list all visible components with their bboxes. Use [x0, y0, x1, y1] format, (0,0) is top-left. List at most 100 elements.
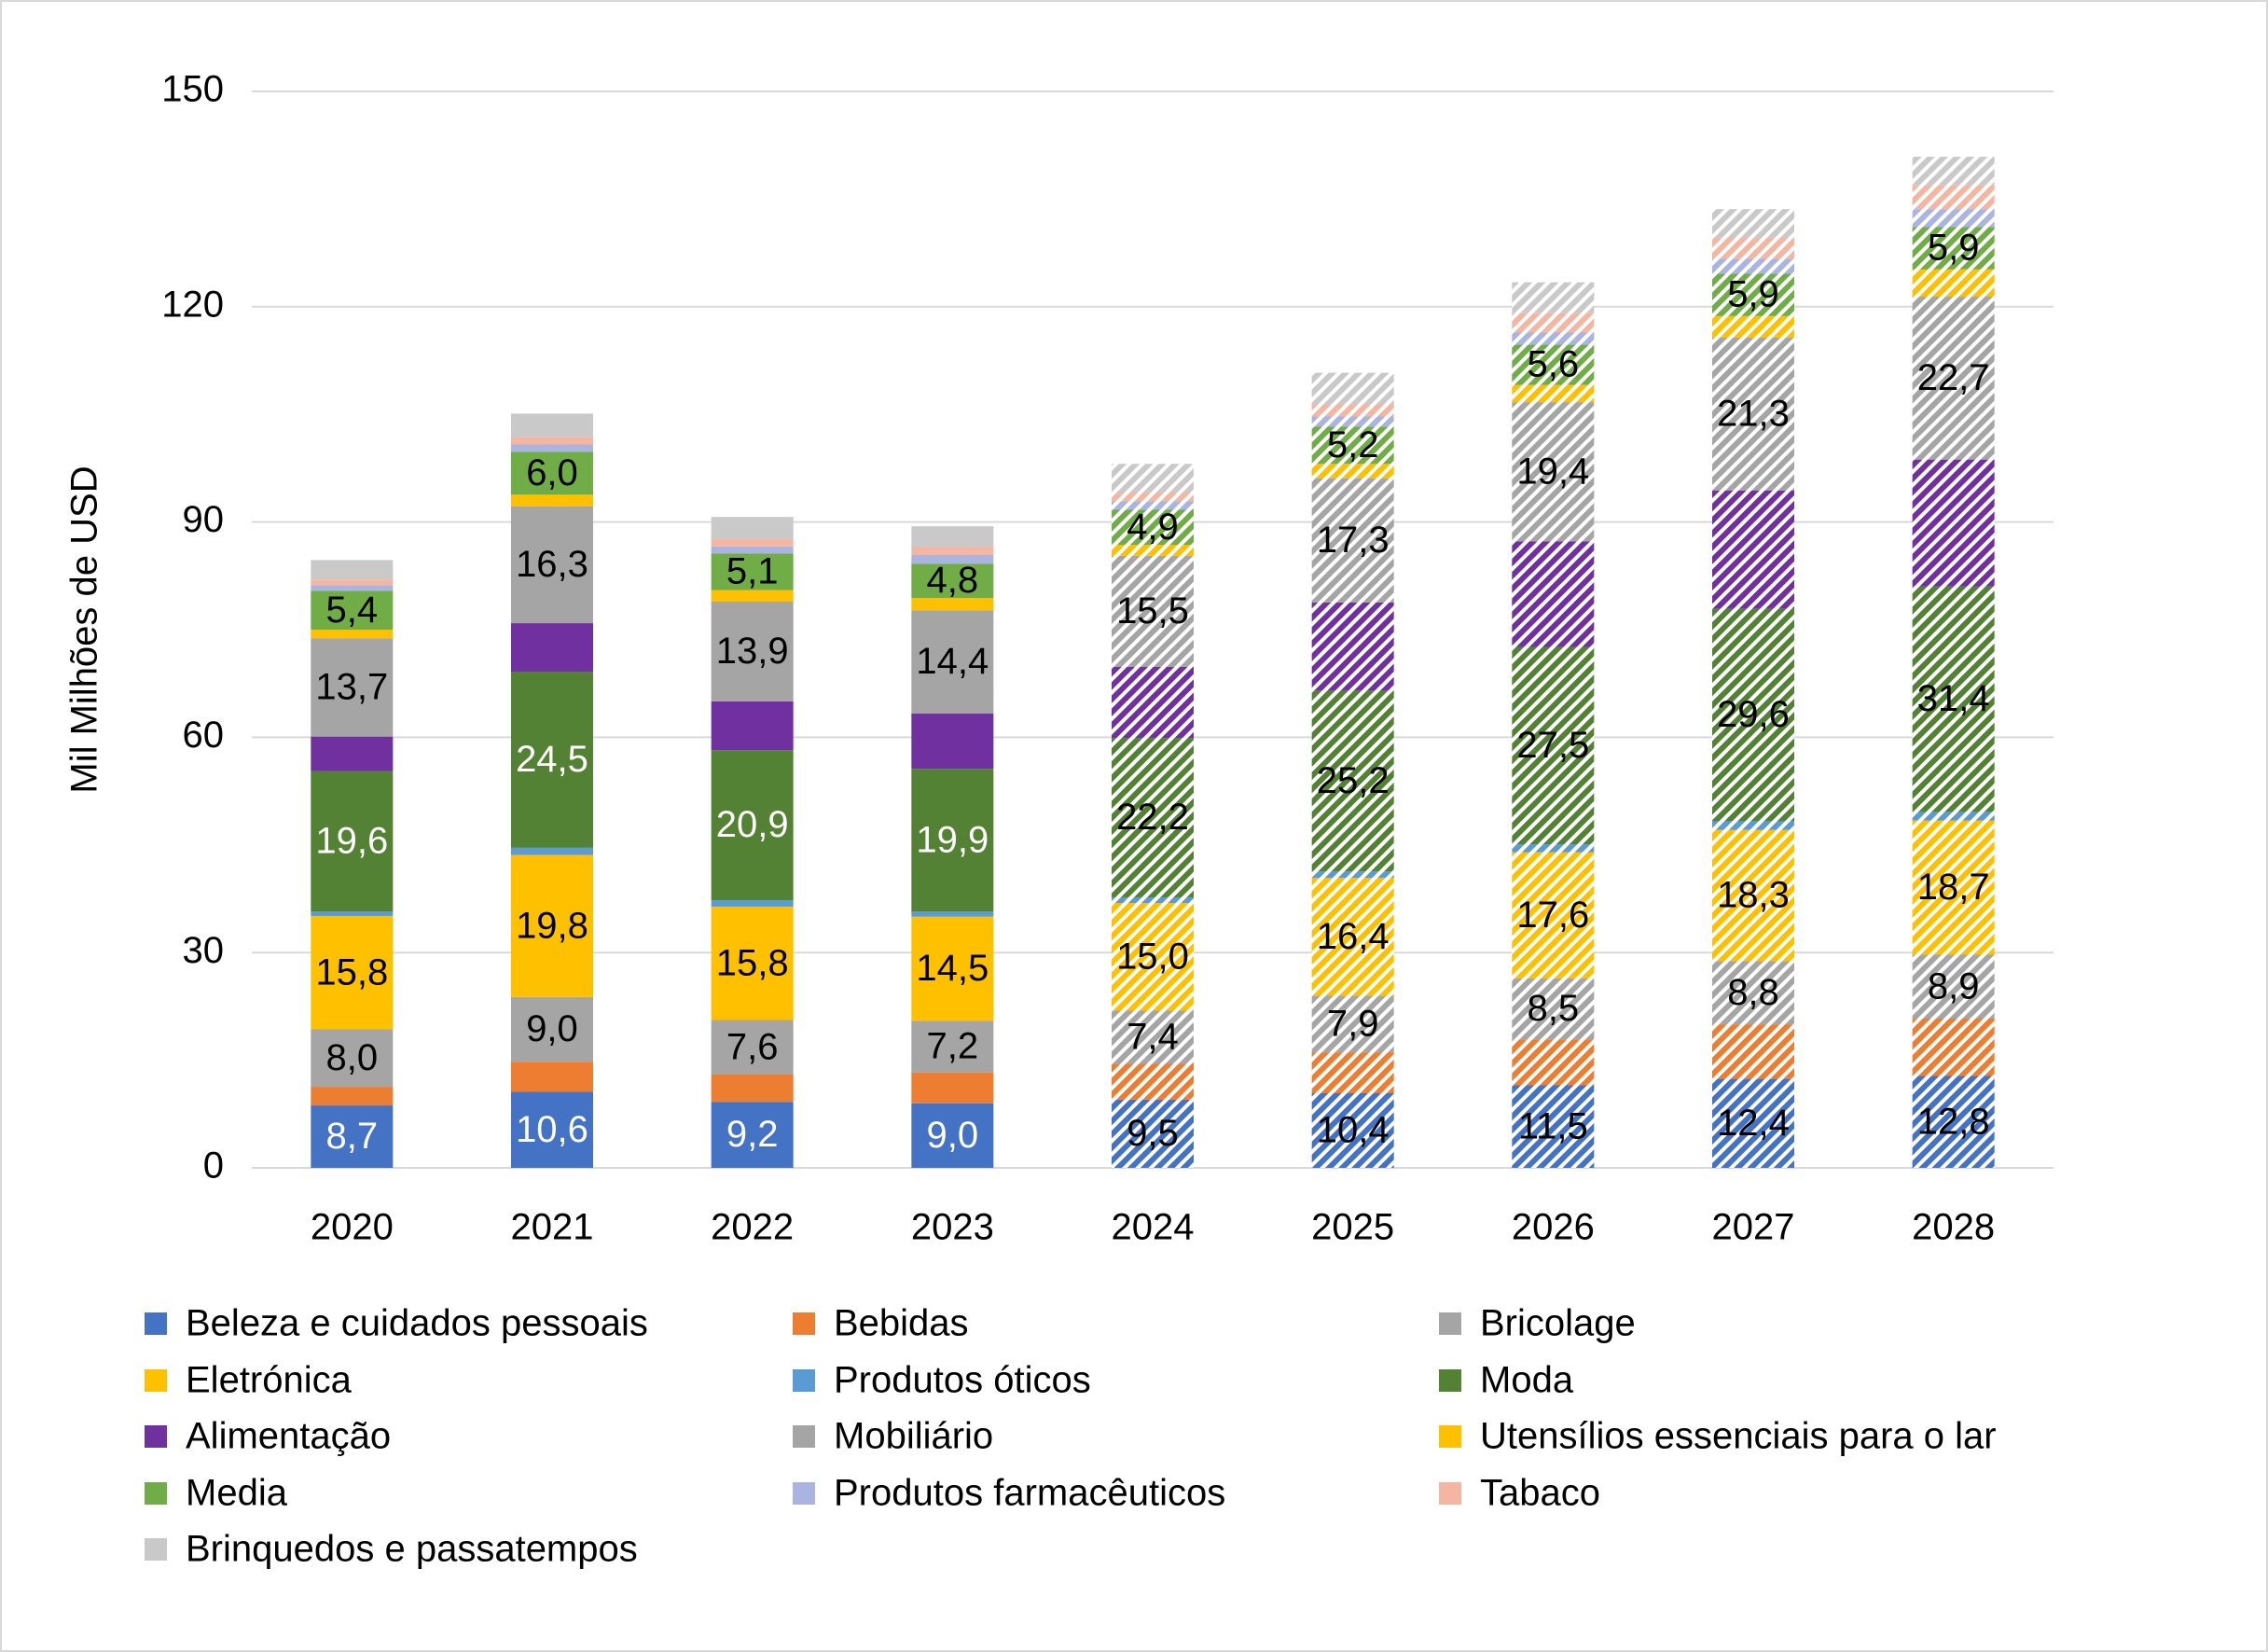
y-tick-label: 60	[183, 715, 225, 756]
bar-segment	[311, 1087, 394, 1106]
bar-segment	[1912, 227, 1995, 270]
bar-segment	[511, 847, 593, 855]
data-label: 14,4	[916, 641, 989, 682]
legend-swatch	[145, 1312, 167, 1335]
bar-segment	[1512, 1085, 1595, 1168]
y-tick-label: 90	[183, 499, 225, 540]
bar-segment	[311, 638, 394, 737]
bar-segment	[1712, 337, 1794, 491]
data-label: 14,5	[916, 948, 989, 989]
data-label: 8,0	[326, 1037, 379, 1078]
y-tick-label: 30	[183, 930, 225, 971]
legend-label: Produtos farmacêuticos	[834, 1473, 1225, 1514]
data-label: 5,9	[1928, 228, 1980, 269]
bar-segment	[311, 630, 394, 639]
bar-segment	[1512, 344, 1595, 385]
legend-swatch	[145, 1369, 167, 1392]
bar-segment	[911, 547, 994, 555]
bar-segment	[1311, 372, 1394, 405]
data-label: 8,5	[1528, 988, 1580, 1029]
bar-segment	[1112, 493, 1194, 502]
legend-swatch	[145, 1538, 167, 1561]
bar-segment	[1712, 258, 1794, 274]
data-label: 8,7	[326, 1116, 379, 1157]
legend-label: Bricolage	[1480, 1303, 1636, 1344]
bar-segment	[511, 672, 593, 848]
legend-label: Mobiliário	[834, 1416, 993, 1457]
y-tick-label: 150	[161, 69, 224, 110]
bar-segment	[311, 579, 394, 586]
bar-segment	[1112, 464, 1194, 493]
bar-segment	[711, 546, 794, 554]
bar-segment	[1112, 1099, 1194, 1168]
data-label: 9,0	[526, 1008, 578, 1049]
data-label: 7,2	[927, 1026, 979, 1067]
y-tick-label: 0	[203, 1145, 224, 1187]
legend-label: Bebidas	[834, 1303, 969, 1344]
legend-swatch	[1439, 1482, 1461, 1505]
bar-segment	[1112, 738, 1194, 897]
bar-segment	[1311, 416, 1394, 427]
x-tick-label: 2024	[1112, 1207, 1195, 1248]
data-label: 13,7	[315, 666, 388, 707]
data-label: 16,4	[1317, 916, 1390, 957]
bar-segment	[911, 554, 994, 564]
x-tick-label: 2027	[1712, 1207, 1795, 1248]
bar-segment	[1912, 1076, 1995, 1168]
bar-segment	[1112, 501, 1194, 510]
bar-segment	[911, 563, 994, 599]
bar-segment	[1712, 1078, 1794, 1168]
bar-segment	[1512, 852, 1595, 979]
legend-swatch	[793, 1312, 815, 1335]
data-label: 4,8	[927, 560, 979, 601]
bar-segment	[311, 1105, 394, 1168]
data-label: 22,7	[1917, 357, 1990, 398]
data-label: 7,6	[726, 1026, 779, 1067]
data-label: 5,2	[1327, 424, 1379, 465]
bar-segment	[1311, 1092, 1394, 1168]
bar-segment	[1112, 896, 1194, 904]
bar-segment	[711, 601, 794, 701]
data-label: 18,3	[1717, 875, 1790, 916]
x-tick-label: 2026	[1512, 1207, 1595, 1248]
data-label: 12,8	[1917, 1101, 1990, 1142]
data-label: 12,4	[1717, 1103, 1790, 1144]
data-label: 11,5	[1518, 1105, 1588, 1146]
legend-swatch	[1439, 1312, 1461, 1335]
legend-label: Eletrónica	[186, 1360, 353, 1401]
bar-segment	[1112, 1063, 1194, 1100]
bar-segment	[1912, 586, 1995, 812]
bar-segment	[1512, 978, 1595, 1040]
bar-segment	[1912, 297, 1995, 460]
bar-segment	[1112, 903, 1194, 1011]
bar-segment	[711, 1102, 794, 1168]
data-label: 5,4	[326, 590, 379, 631]
legend-swatch	[793, 1425, 815, 1448]
bar-segment	[911, 598, 994, 611]
bar-segment	[1712, 821, 1794, 830]
bar-segment	[311, 560, 394, 580]
bar-segment	[1712, 209, 1794, 238]
bar-segment	[1112, 509, 1194, 546]
legend-swatch	[145, 1482, 167, 1505]
data-label: 22,2	[1116, 797, 1189, 838]
bar-segment	[1912, 185, 1995, 210]
data-label: 8,8	[1727, 972, 1779, 1013]
bar-segment	[911, 916, 994, 1021]
data-label: 17,3	[1317, 520, 1390, 561]
bar-segment	[1912, 269, 1995, 298]
legend-label: Tabaco	[1480, 1473, 1600, 1514]
bar-segment	[1112, 667, 1194, 739]
bar-segment	[1912, 157, 1995, 186]
bar-segment	[1512, 541, 1595, 647]
legend-swatch	[1439, 1425, 1461, 1448]
data-label: 19,4	[1516, 451, 1589, 492]
legend-label: Produtos óticos	[834, 1360, 1091, 1401]
bar-segment	[711, 517, 794, 540]
bar-segment	[911, 1020, 994, 1073]
data-label: 31,4	[1917, 678, 1990, 719]
bar-segment	[711, 1020, 794, 1075]
bar-segment	[1112, 545, 1194, 556]
